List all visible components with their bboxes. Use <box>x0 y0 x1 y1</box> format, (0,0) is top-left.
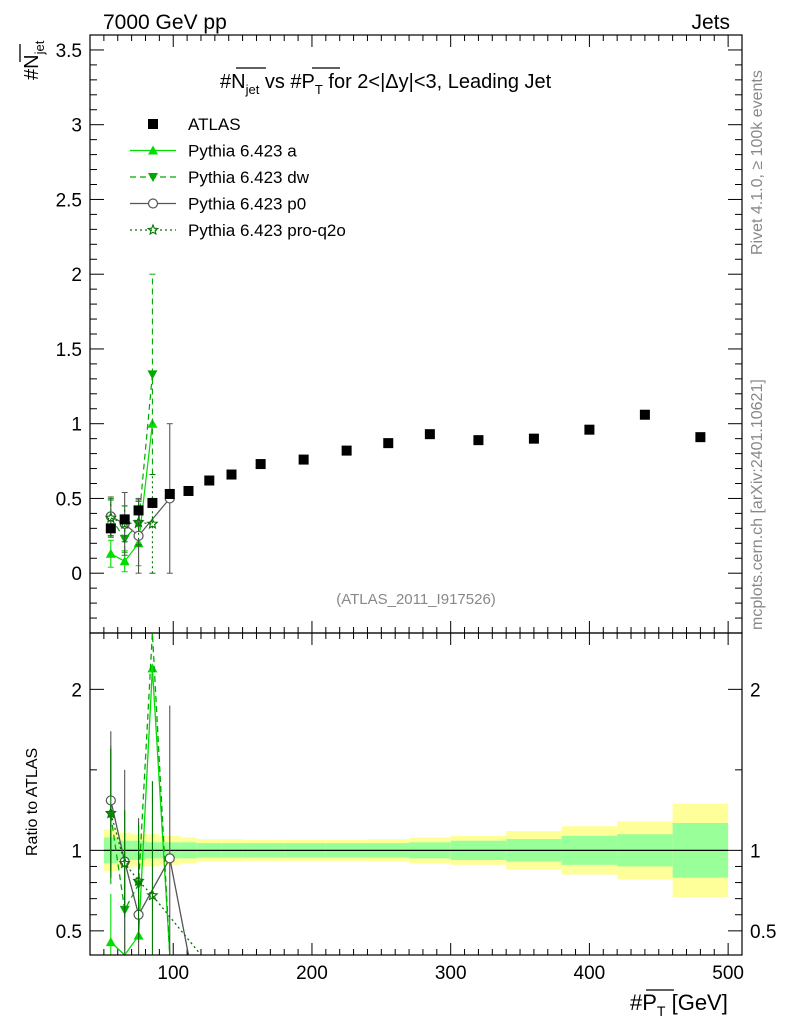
y-ratio-tick-label-right: 1 <box>750 841 761 862</box>
series-marker <box>132 516 145 528</box>
series-marker <box>132 874 145 887</box>
y-ratio-tick-label: 0.5 <box>56 922 82 943</box>
data-marker <box>639 409 650 420</box>
series-marker <box>147 370 158 380</box>
header-jets-label: Jets <box>691 11 730 34</box>
series-line <box>110 498 171 537</box>
y-ratio-tick-label: 2 <box>71 680 82 701</box>
rivet-version-label: Rivet 4.1.0, ≥ 100k events <box>749 70 766 255</box>
data-marker <box>183 485 194 496</box>
legend-label: Pythia 6.423 dw <box>188 168 310 187</box>
data-marker <box>473 435 484 446</box>
svg-text:#Njet: #Njet <box>21 40 47 80</box>
mc-series <box>104 273 175 574</box>
chart-title: #Njet vs #PT for 2<|Δy|<3, Leading Jet <box>220 67 552 97</box>
series-marker <box>148 145 158 155</box>
svg-text:#PT [GeV]: #PT [GeV] <box>630 990 728 1019</box>
y-main-tick-label: 2 <box>71 265 82 286</box>
data-marker <box>148 119 158 129</box>
ratio-series <box>104 632 202 956</box>
y-main-tick-label: 0 <box>71 564 82 585</box>
x-tick-label: 200 <box>296 963 328 984</box>
y-main-tick-label: 3.5 <box>56 41 82 62</box>
series-marker <box>119 556 130 566</box>
data-marker <box>133 505 144 516</box>
data-marker <box>226 469 237 480</box>
analysis-watermark: (ATLAS_2011_I917526) <box>336 591 496 608</box>
data-marker <box>147 497 158 508</box>
series-marker <box>104 806 118 819</box>
series-marker <box>105 548 116 558</box>
data-marker <box>695 432 706 443</box>
ratio-plot-frame <box>89 632 743 956</box>
y-main-tick-label: 3 <box>71 116 82 137</box>
series-marker <box>105 937 116 947</box>
y-main-tick-label: 2.5 <box>56 190 82 211</box>
data-marker <box>383 438 394 449</box>
series-line <box>110 517 153 525</box>
ratio-series-line <box>110 800 190 956</box>
legend: ATLAS Pythia 6.423 a Pythia 6.423 dw Pythia… <box>130 115 346 240</box>
series-marker <box>146 888 159 901</box>
series-line <box>110 423 153 562</box>
header-energy-label: 7000 GeV pp <box>103 11 227 34</box>
legend-label: Pythia 6.423 p0 <box>188 195 306 214</box>
x-axis-label: #PT [GeV] <box>630 989 728 1019</box>
data-marker <box>584 424 595 435</box>
data-marker <box>164 488 175 499</box>
series-marker <box>148 173 158 182</box>
data-marker <box>424 429 435 440</box>
series-marker <box>133 530 144 541</box>
ratio-uncertainty-band <box>103 803 729 898</box>
data-marker <box>298 454 309 465</box>
series-marker <box>164 853 175 864</box>
data-marker <box>341 445 352 456</box>
series-line <box>110 374 153 540</box>
y-ratio-tick-label: 1 <box>71 841 82 862</box>
legend-label: Pythia 6.423 a <box>188 142 297 161</box>
data-marker <box>255 459 266 470</box>
tick-labels: 100 200 300 400 500 0 0.5 1 1.5 2 2.5 3 3.5 0.5 0.5 1 1 2… <box>56 41 777 984</box>
y-main-tick-label: 1.5 <box>56 340 82 361</box>
x-tick-label: 500 <box>712 963 744 984</box>
data-marker <box>204 475 215 486</box>
y-main-tick-label: 1 <box>71 415 82 436</box>
mcplots-label: mcplots.cern.ch [arXiv:2401.10621] <box>749 379 766 630</box>
atlas-data-points <box>105 409 706 534</box>
y-ratio-tick-label-right: 2 <box>750 680 761 701</box>
series-marker <box>104 511 118 524</box>
y-main-tick-label: 0.5 <box>56 489 82 510</box>
legend-label: ATLAS <box>188 115 241 134</box>
x-tick-label: 100 <box>157 963 189 984</box>
series-marker <box>146 223 160 236</box>
series-marker <box>147 663 158 673</box>
svg-text:#Njet vs #PT for 2<|Δy|<3, Lea: #Njet vs #PT for 2<|Δy|<3, Leading Jet <box>220 71 552 97</box>
series-marker <box>118 856 131 869</box>
data-marker <box>105 523 116 534</box>
y-ratio-tick-label-right: 0.5 <box>750 922 776 943</box>
ratio-y-axis-label: Ratio to ATLAS <box>24 748 41 856</box>
legend-label: Pythia 6.423 pro-q2o <box>188 221 346 240</box>
data-marker <box>119 514 130 525</box>
series-marker <box>147 198 159 209</box>
series-marker <box>146 517 159 530</box>
x-tick-label: 400 <box>574 963 606 984</box>
data-marker <box>528 433 539 444</box>
x-tick-label: 300 <box>435 963 467 984</box>
main-y-axis-label: #Njet <box>21 40 47 80</box>
